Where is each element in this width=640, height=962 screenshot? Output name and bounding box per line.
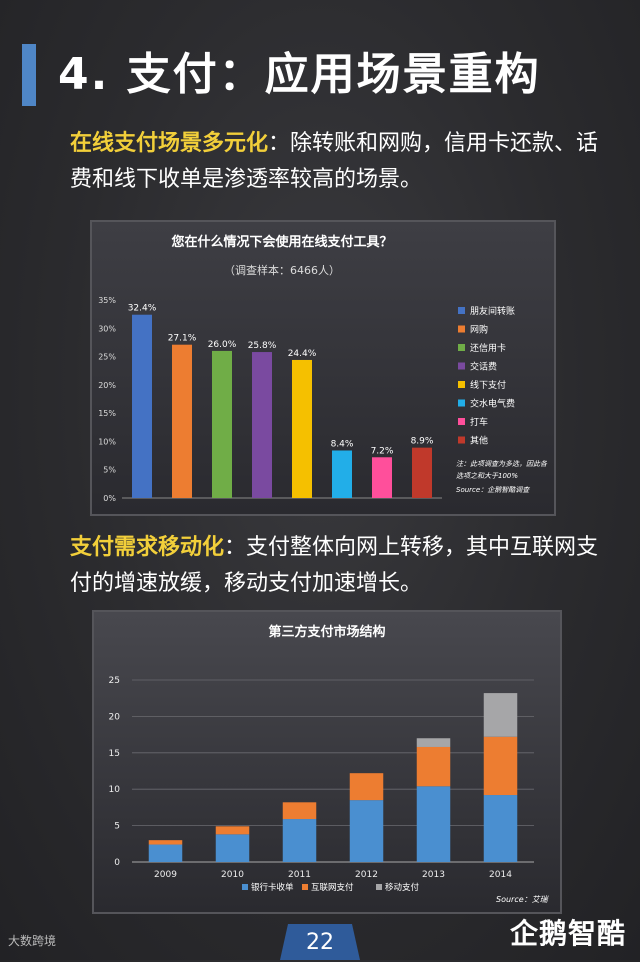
paragraph-1: 在线支付场景多元化：除转账和网购，信用卡还款、话费和线下收单是渗透率较高的场景。 [70, 126, 610, 198]
chart-2-bar-2014-series-2 [483, 693, 518, 737]
chart-1-svg: 您在什么情况下会使用在线支付工具？ （调查样本：6466人） 0% 5% 10% 15% 2… [98, 234, 548, 503]
chart-1-legend-swatch-1 [458, 325, 465, 333]
chart-1-legend-label: 其他 [470, 435, 488, 447]
chart-2-ytick: 15 [109, 749, 120, 759]
chart-1-bar-2 [212, 350, 232, 498]
chart-1-bar-7 [412, 447, 432, 498]
paragraph-2: 支付需求移动化：支付整体向网上转移，其中互联网支付的增速放缓，移动支付加速增长。 [70, 530, 610, 602]
chart-1-ytick: 5% [103, 466, 116, 475]
chart-1-legend-label: 交水电气费 [470, 398, 515, 410]
chart-1-legend-swatch-4 [458, 381, 465, 388]
chart-1-legend-swatch-7 [458, 436, 465, 444]
chart-2-legend-swatch-2 [376, 884, 382, 890]
chart-2-xtick: 2011 [288, 870, 311, 880]
chart-1-note-line-2: 选项之和大于100% [456, 472, 518, 480]
chart-1-legend-label: 还信用卡 [470, 342, 506, 354]
paragraph-2-text: ：支付整体向网上转移，其中互联网支付的增速放缓，移动支付加速增长。 [70, 535, 599, 596]
paragraph-2-highlight: 支付需求移动化 [70, 535, 225, 560]
chart-1-legend-swatch-3 [458, 362, 465, 370]
paragraph-1-text: ：除转账和网购，信用卡还款、话费和线下收单是渗透率较高的场景。 [70, 131, 599, 192]
chart-1-legend-swatch-5 [458, 399, 465, 407]
chart-2-legend-label: 互联网支付 [311, 882, 354, 893]
chart-1-subtitle: （调查样本：6466人） [224, 263, 340, 277]
chart-1-bar-6 [372, 457, 392, 498]
chart-2-bar-2010-series-1 [215, 826, 250, 835]
chart-1-bar-1 [172, 344, 192, 498]
chart-1-data-label: 7.2% [371, 446, 394, 456]
chart-2-ytick: 10 [109, 785, 121, 795]
chart-1-bar-4 [292, 359, 312, 498]
paragraph-1-highlight: 在线支付场景多元化 [70, 131, 269, 156]
chart-1-ytick: 0% [103, 494, 116, 503]
chart-2-xtick: 2009 [154, 870, 177, 880]
chart-2-bar-2013-series-1 [416, 746, 451, 787]
chart-1-data-label: 27.1% [168, 334, 197, 344]
page-number: 22 [280, 924, 360, 960]
chart-1-legend-label: 朋友间转账 [470, 305, 515, 317]
chart-1-ytick: 20% [98, 381, 116, 390]
chart-1-data-label: 26.0% [208, 340, 237, 350]
chart-2-bar-2012-series-1 [349, 773, 384, 801]
chart-1-bar-0 [132, 314, 152, 498]
chart-1-ytick: 30% [98, 324, 116, 333]
chart-2-bar-2009-series-0 [148, 844, 183, 862]
chart-2-bar-2012-series-0 [349, 800, 384, 862]
chart-1-source: Source：企鹅智酷调查 [456, 486, 530, 494]
chart-2-bar-2013-series-2 [416, 738, 451, 747]
chart-1-legend-label: 打车 [470, 416, 488, 428]
chart-1-legend-label: 交话费 [470, 361, 497, 373]
chart-2-title: 第三方支付市场结构 [268, 624, 385, 640]
chart-2-ytick: 0 [114, 858, 120, 868]
chart-2-ytick: 25 [109, 676, 120, 686]
page-title: 4. 支付：应用场景重构 [58, 49, 541, 100]
chart-2-legend-swatch-0 [242, 884, 248, 890]
chart-2-xtick: 2010 [221, 870, 244, 880]
chart-1-ytick: 25% [98, 353, 116, 362]
chart-1-data-label: 8.4% [331, 439, 354, 449]
chart-online-payment-usage: 您在什么情况下会使用在线支付工具？ （调查样本：6466人） 0% 5% 10% 15% 2… [90, 220, 556, 516]
chart-2-xtick: 2013 [422, 870, 445, 880]
chart-1-note-line-1: 注：此项调查为多选，因此各 [456, 460, 548, 468]
chart-2-bar-2011-series-0 [282, 819, 317, 862]
chart-1-legend-swatch-6 [458, 418, 465, 425]
chart-1-legend-swatch-0 [458, 307, 465, 314]
chart-1-legend-label: 线下支付 [470, 379, 506, 391]
title-accent-bar [22, 44, 36, 106]
chart-2-svg: 第三方支付市场结构 0 5 10 15 20 25 2009 2010 2011 2012 2013 2… [109, 624, 549, 904]
chart-2-bar-2010-series-0 [215, 834, 250, 862]
chart-2-bar-2014-series-0 [483, 795, 518, 862]
brand-logo: 企鹅智酷 [509, 917, 626, 950]
chart-2-legend-label: 移动支付 [385, 882, 420, 893]
chart-1-data-label: 25.8% [248, 341, 277, 351]
bottom-left-logo-text: 大数跨境 [8, 934, 57, 948]
chart-1-legend-swatch-2 [458, 344, 465, 351]
chart-2-legend-label: 银行卡收单 [251, 882, 294, 893]
chart-2-legend-swatch-1 [302, 884, 308, 890]
chart-2-source: Source：艾瑞 [496, 895, 549, 904]
chart-1-title: 您在什么情况下会使用在线支付工具？ [171, 234, 392, 250]
chart-2-bar-2011-series-1 [282, 802, 317, 820]
chart-1-bar-3 [252, 352, 272, 498]
chart-2-bar-2009-series-1 [148, 840, 183, 845]
chart-2-ytick: 5 [114, 822, 120, 832]
chart-1-ytick: 10% [98, 437, 116, 446]
chart-2-xtick: 2012 [355, 870, 378, 880]
chart-1-data-label: 8.9% [411, 437, 434, 447]
chart-2-ytick: 20 [109, 712, 121, 722]
chart-1-ytick: 15% [98, 409, 116, 418]
chart-2-bar-2013-series-0 [416, 786, 451, 862]
chart-2-bar-2014-series-1 [483, 736, 518, 796]
chart-third-party-payment-structure: 第三方支付市场结构 0 5 10 15 20 25 2009 2010 2011 2012 2013 2… [92, 610, 562, 914]
chart-1-data-label: 24.4% [288, 349, 317, 359]
chart-1-ytick: 35% [98, 296, 116, 305]
chart-1-bar-5 [332, 450, 352, 498]
chart-1-data-label: 32.4% [128, 304, 157, 314]
chart-1-legend-label: 网购 [470, 324, 488, 336]
chart-2-xtick: 2014 [489, 870, 512, 880]
